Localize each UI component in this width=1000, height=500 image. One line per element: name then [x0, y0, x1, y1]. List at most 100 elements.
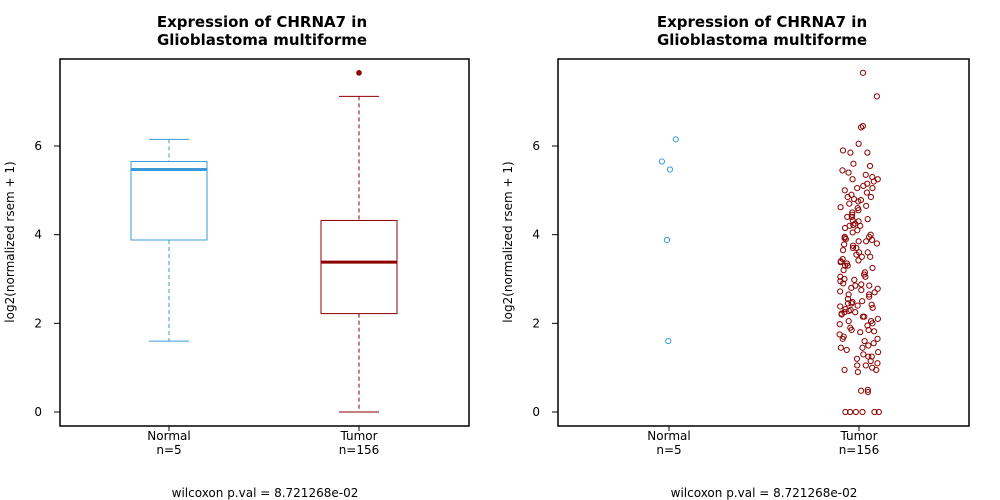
data-point	[866, 162, 874, 170]
data-point	[858, 281, 865, 288]
data-point	[865, 342, 872, 349]
data-point	[874, 285, 881, 292]
data-point	[837, 259, 844, 266]
data-point	[846, 200, 853, 207]
data-point	[875, 408, 882, 416]
y-tick-label: 4	[532, 228, 540, 242]
data-point	[844, 295, 852, 303]
data-point	[848, 326, 855, 334]
outlier-point	[356, 70, 362, 76]
data-point	[857, 329, 864, 336]
data-point	[836, 321, 843, 328]
data-point	[868, 236, 876, 244]
data-point	[854, 369, 861, 376]
data-point	[839, 247, 847, 254]
box-normal	[130, 138, 208, 342]
y-tick-label: 4	[34, 228, 42, 242]
y-tick-label: 2	[34, 316, 42, 330]
data-point	[868, 353, 875, 360]
data-point	[852, 282, 859, 289]
data-point	[867, 253, 874, 260]
data-point	[666, 166, 674, 173]
data-point	[840, 280, 847, 287]
data-point	[874, 176, 881, 183]
data-point	[857, 222, 864, 229]
x-tick-count: n=5	[656, 443, 681, 457]
data-point	[858, 286, 865, 294]
data-point	[871, 408, 878, 416]
data-point	[859, 344, 866, 351]
data-point	[870, 340, 877, 347]
data-point	[854, 302, 861, 309]
data-point	[849, 244, 857, 252]
points-tumor	[836, 69, 882, 416]
data-point	[853, 355, 861, 362]
data-point	[869, 264, 876, 272]
iqr-box	[130, 161, 208, 241]
y-axis-label: log2(normalized rsem + 1)	[3, 161, 17, 322]
data-point	[849, 211, 856, 218]
data-point	[862, 273, 869, 280]
data-point	[864, 149, 871, 156]
data-point	[864, 388, 872, 396]
boxplot-panel: Expression of CHRNA7 in Glioblastoma mul…	[3, 13, 470, 500]
y-axis: 0 2 4 6	[34, 139, 60, 419]
data-point	[869, 304, 876, 311]
plot-frame	[59, 58, 470, 427]
data-point	[847, 149, 854, 156]
iqr-box	[320, 219, 398, 315]
data-point	[850, 160, 857, 167]
data-point	[839, 335, 846, 342]
data-point	[859, 313, 866, 320]
data-point	[874, 335, 881, 342]
data-point	[853, 244, 860, 252]
data-point	[850, 221, 857, 229]
data-point	[866, 293, 873, 300]
data-point	[858, 387, 865, 394]
data-point	[658, 158, 666, 165]
data-point	[844, 193, 851, 201]
x-tick-count: n=5	[156, 443, 181, 457]
data-point	[842, 408, 849, 416]
data-point	[871, 289, 878, 296]
x-tick-label: Tumor	[339, 429, 377, 443]
data-point	[858, 253, 865, 260]
data-point	[859, 69, 867, 76]
data-point	[844, 300, 852, 307]
scatter-marks	[658, 69, 882, 416]
data-point	[863, 238, 870, 245]
data-point	[841, 366, 848, 373]
data-point	[873, 366, 880, 373]
data-point	[848, 300, 855, 307]
data-point	[865, 326, 872, 334]
data-point	[860, 351, 867, 358]
scatter-panel: Expression of CHRNA7 in Glioblastoma mul…	[501, 13, 970, 500]
data-point	[841, 241, 848, 248]
data-point	[852, 309, 859, 316]
data-point	[867, 193, 875, 201]
data-point	[855, 198, 862, 205]
y-axis-label: log2(normalized rsem + 1)	[501, 161, 515, 322]
data-point	[837, 204, 844, 211]
data-point	[864, 386, 871, 393]
data-point	[837, 303, 844, 310]
data-point	[672, 136, 679, 143]
data-point	[855, 140, 862, 147]
data-point	[839, 167, 846, 174]
y-tick-label: 6	[34, 139, 42, 153]
data-point	[864, 216, 871, 223]
data-point	[844, 213, 851, 221]
y-tick-label: 6	[532, 139, 540, 153]
footer-pvalue: wilcoxon p.val = 8.721268e-02	[172, 486, 359, 500]
data-point	[849, 209, 856, 216]
data-point	[867, 357, 874, 365]
data-point	[852, 408, 859, 416]
data-point	[846, 222, 853, 229]
data-point	[665, 337, 672, 345]
box-marks	[130, 70, 398, 413]
data-point	[849, 176, 856, 183]
data-point	[873, 240, 880, 247]
data-point	[866, 291, 873, 298]
